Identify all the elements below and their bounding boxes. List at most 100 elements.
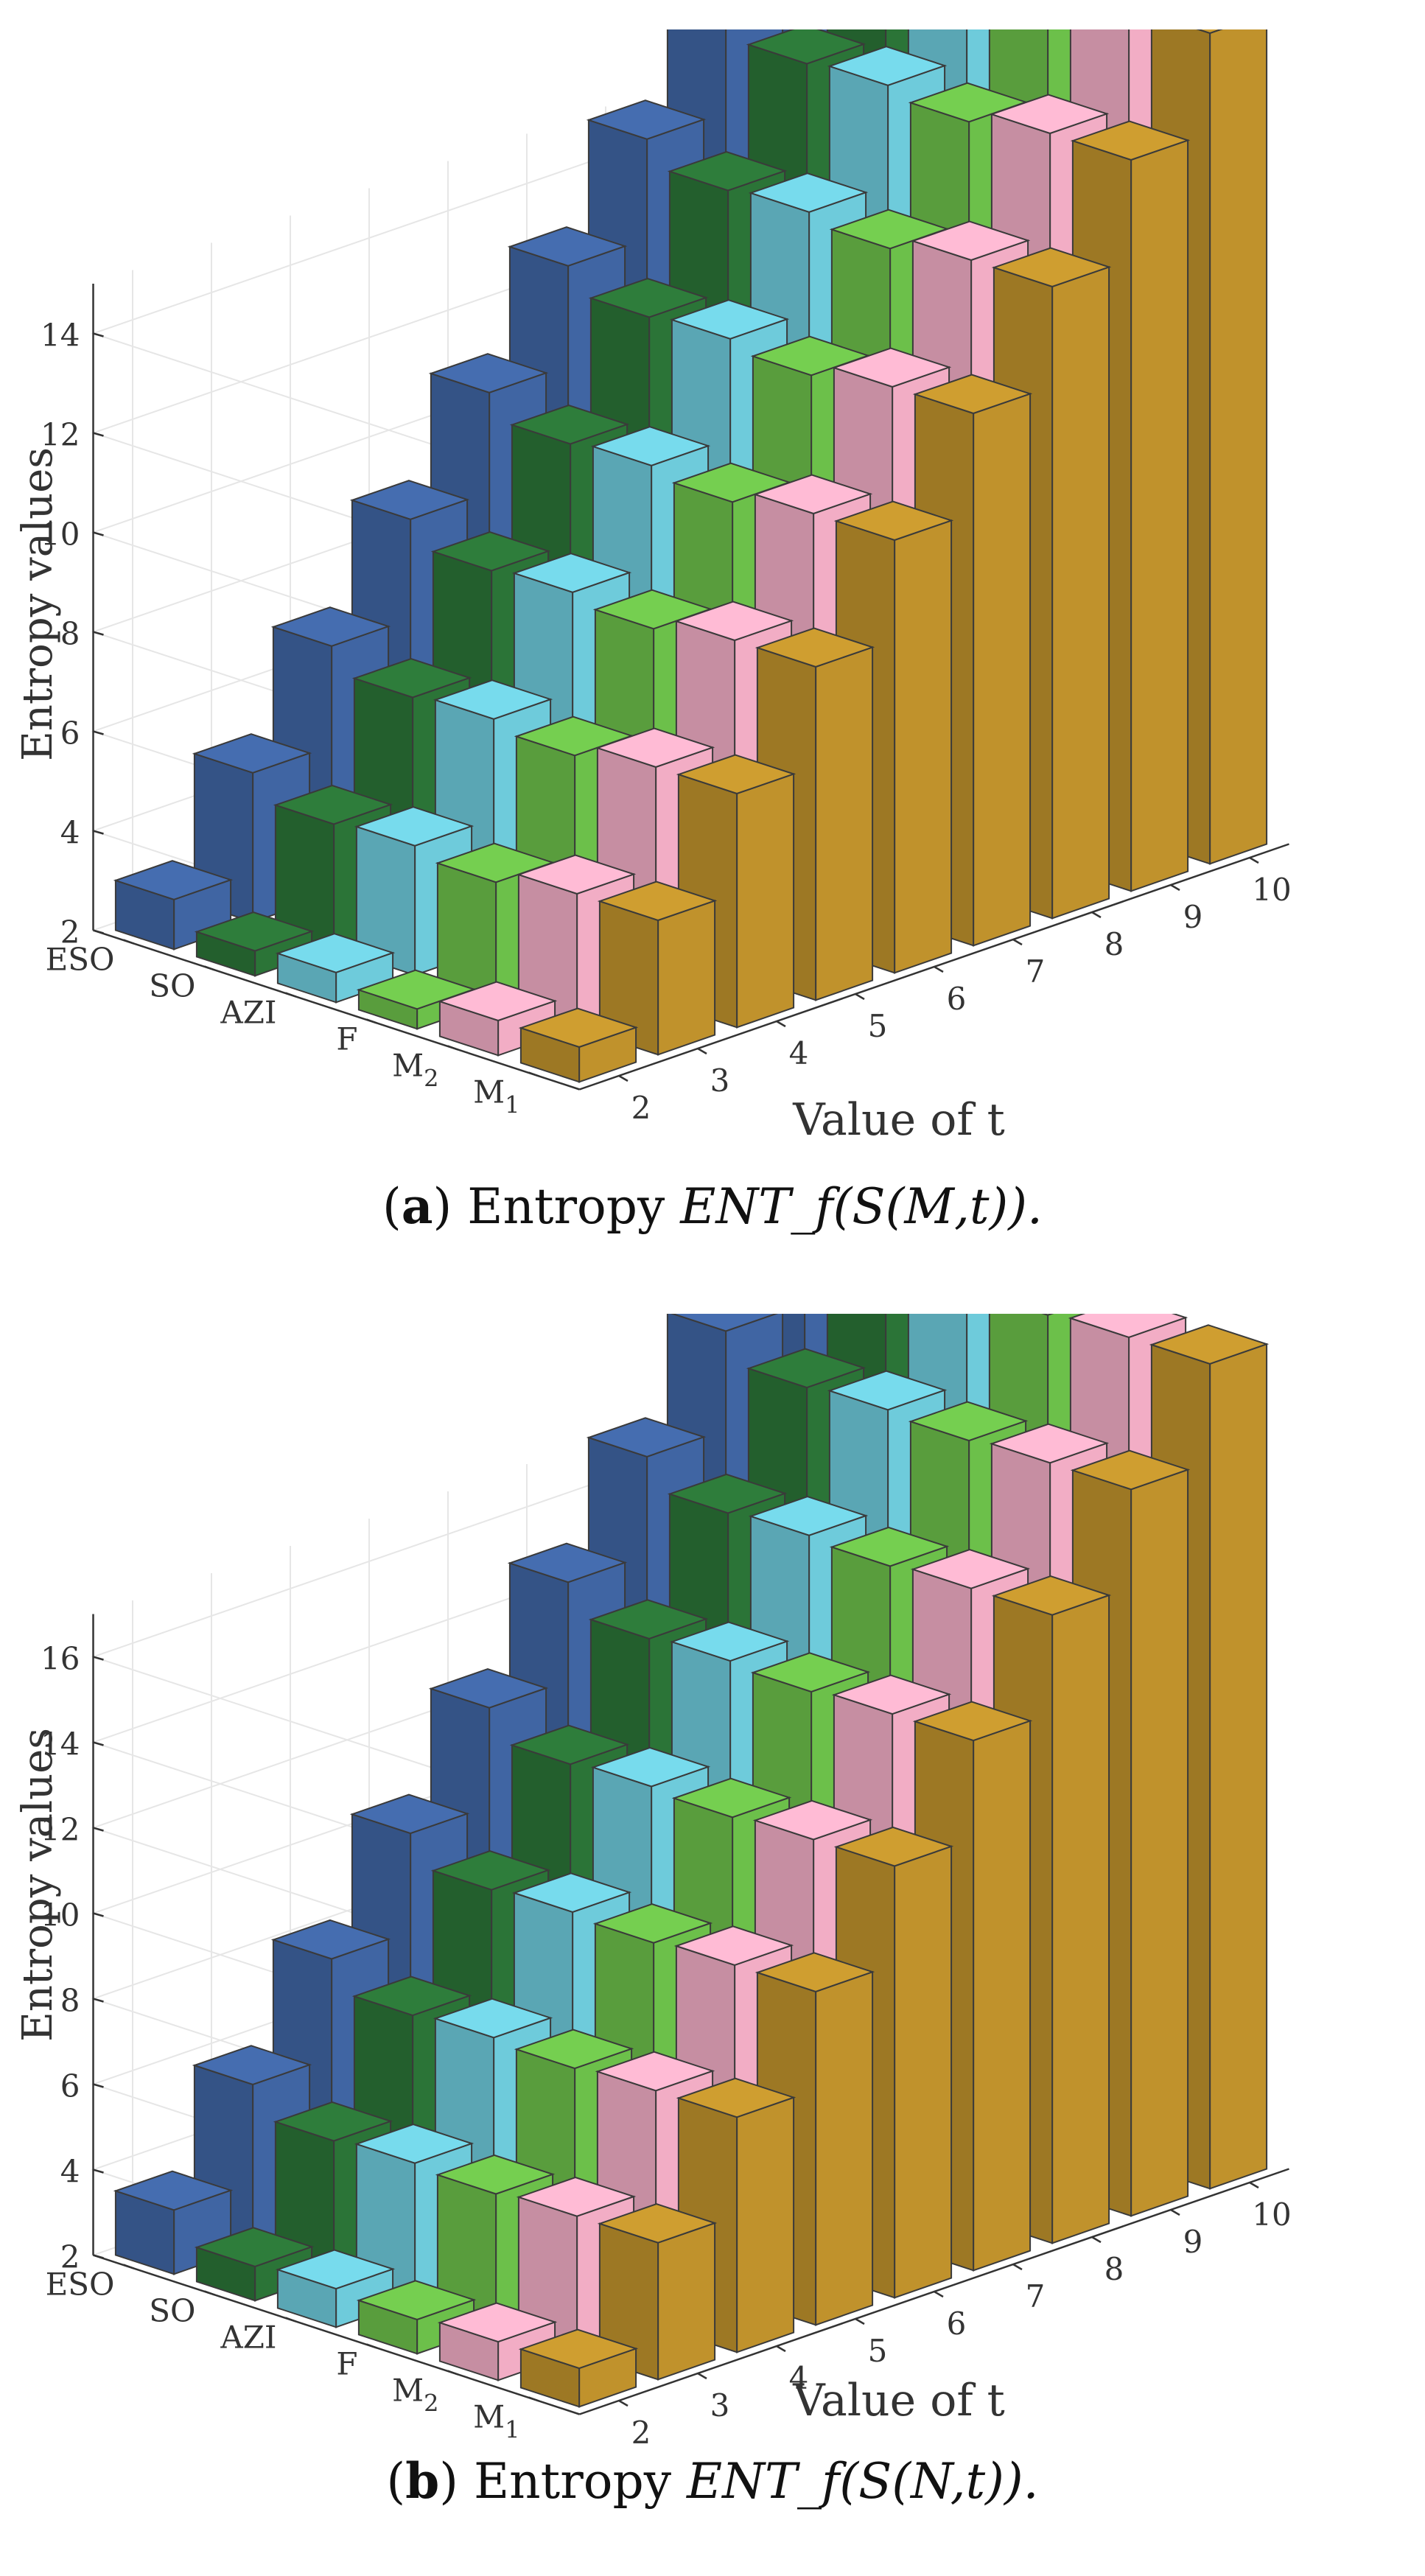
bar-face-top <box>910 1549 1031 1589</box>
t-tick <box>855 2317 865 2325</box>
bar-face-top <box>590 426 711 466</box>
bar-face-front <box>736 772 795 1029</box>
t-tick <box>1091 911 1102 919</box>
bar-face-top <box>668 0 782 13</box>
bar-face-top <box>433 679 553 720</box>
series-tick-label: M2 <box>392 1048 438 1093</box>
bar-face-top <box>192 733 312 774</box>
caption-math: ENT_f(S(N,t)). <box>687 2453 1039 2510</box>
bar-face-front <box>1130 139 1189 892</box>
bar-face-top <box>588 277 709 318</box>
bar-face-top <box>275 933 396 973</box>
bar-face-top <box>748 172 869 213</box>
bar-face-top <box>667 1473 788 1514</box>
z-tick <box>93 929 104 934</box>
bar-face-top <box>676 754 796 795</box>
bar-face-top <box>511 553 632 593</box>
series-axis-line <box>93 2254 580 2415</box>
bar-face-top <box>586 1417 707 1457</box>
bar-face-top <box>435 2154 556 2195</box>
bar-face-top <box>428 353 549 393</box>
t-tick-label: 8 <box>1104 926 1124 962</box>
bar-face-top <box>113 860 234 900</box>
bar-face-top <box>671 1314 778 1332</box>
bar-face-top <box>667 150 788 192</box>
series-tick <box>285 992 296 998</box>
bar-face-top <box>354 2124 475 2164</box>
series-tick-label: SO <box>149 2293 195 2329</box>
t-tick-label: 2 <box>631 2415 651 2451</box>
t-tick <box>697 1047 707 1055</box>
series-tick <box>204 2290 215 2296</box>
bar-face-top <box>989 1423 1110 1464</box>
t-tick <box>1249 856 1259 864</box>
z-tick <box>93 1827 104 1832</box>
bar-face-top <box>273 784 393 825</box>
bar-face-front <box>815 645 874 1001</box>
bar <box>275 933 396 1004</box>
bar-face-top <box>270 1919 391 1960</box>
bar-face-front <box>894 1845 953 2299</box>
bar-face-top <box>750 1652 871 1693</box>
bar-face-top <box>590 1746 711 1788</box>
bar-face-top <box>829 1526 950 1567</box>
t-tick <box>1012 938 1023 946</box>
bar-face-top <box>597 2203 718 2244</box>
t-tick <box>1170 883 1180 892</box>
bar-face-top <box>351 657 472 699</box>
series-tick-label: AZI <box>220 995 276 1031</box>
bar-face-top <box>514 2029 634 2070</box>
series-tick-label: AZI <box>220 2320 276 2356</box>
t-tick-label: 4 <box>789 1035 809 1071</box>
t-tick-label: 10 <box>1252 2197 1291 2233</box>
z-tick <box>93 1741 104 1746</box>
series-tick <box>285 2317 296 2323</box>
bar-face-front <box>657 2222 716 2381</box>
t-tick <box>934 965 944 973</box>
series-tick <box>366 1018 377 1024</box>
z-tick-label: 6 <box>60 715 80 752</box>
bar-face-front <box>1130 1469 1189 2217</box>
bar-face-top <box>746 1348 866 1389</box>
bar-face-top <box>754 627 875 668</box>
bar-face-top <box>991 247 1112 288</box>
caption-prefix: Entropy <box>474 2453 672 2510</box>
bar <box>518 1007 639 1083</box>
bar-face-top <box>676 2077 796 2118</box>
z-tick-label: 8 <box>60 1983 80 2019</box>
bar-face-top <box>989 94 1110 135</box>
bar-face-top <box>746 29 866 65</box>
z-tick-label: 4 <box>60 815 80 851</box>
t-tick-label: 6 <box>947 981 967 1017</box>
series-tick <box>366 2343 377 2349</box>
z-tick <box>93 1912 104 1917</box>
t-tick <box>618 1074 629 1082</box>
bar-face-top <box>592 1903 713 1944</box>
bar-face-top <box>1070 1449 1191 1491</box>
series-tick-label: F <box>336 2346 357 2382</box>
bar-face-top <box>509 1724 630 1765</box>
axes: 2 4 6 8 10 12 14 Entropy values ESO SO AZI F M2 M1 2 3 4… <box>14 284 1292 1146</box>
z-tick <box>93 2169 104 2174</box>
bar-face-top <box>351 1975 472 2017</box>
bar-face-front <box>1209 29 1268 865</box>
bar-face-top <box>754 1952 875 1992</box>
bar-face-top <box>356 2280 477 2320</box>
bar-face-front <box>894 519 953 974</box>
z-tick-label: 12 <box>41 1812 80 1848</box>
bar-face-front <box>815 1970 874 2326</box>
bar-face-top <box>748 1496 869 1536</box>
bar-face-top <box>507 226 628 267</box>
bar-face-top <box>1196 29 1223 35</box>
z-tick <box>93 2254 104 2259</box>
series-tick-label: ESO <box>46 942 115 978</box>
t-tick-label: 7 <box>1026 953 1046 990</box>
t-tick-label: 3 <box>710 2387 730 2423</box>
bar-face-top <box>671 1777 792 1819</box>
bar-face-top <box>433 1998 553 2039</box>
bar-face-top <box>273 2101 393 2142</box>
t-tick <box>934 2290 944 2298</box>
z-tick-label: 10 <box>41 517 80 553</box>
bar-face-front <box>1051 1594 1110 2244</box>
t-tick-label: 9 <box>1183 2224 1203 2260</box>
